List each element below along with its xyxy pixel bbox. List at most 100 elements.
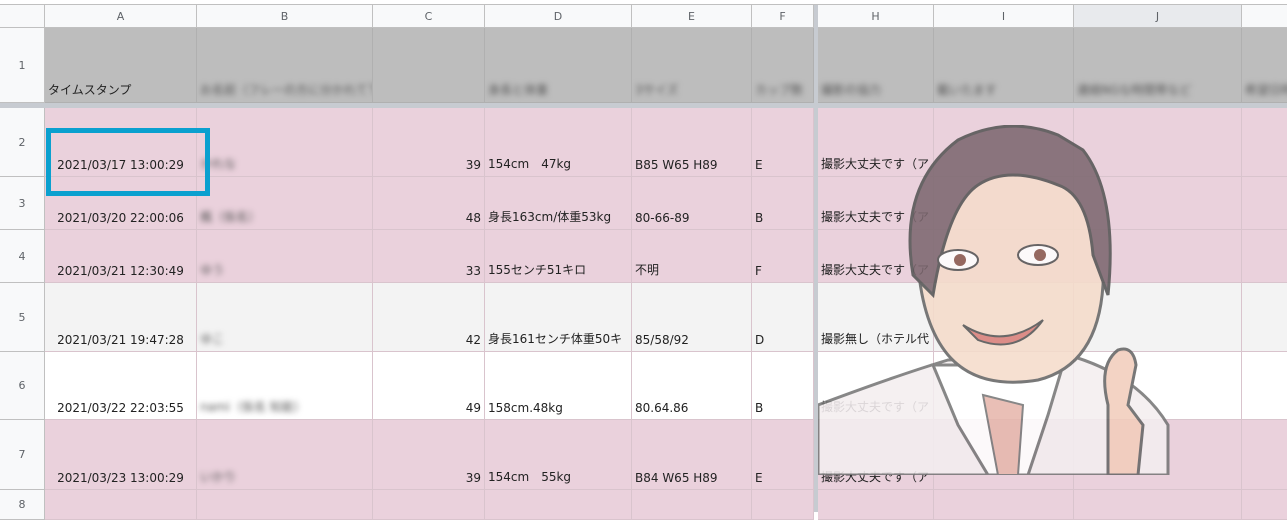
cell-d5[interactable]: 身長161センチ体重50キ [485,283,632,352]
cell-a3[interactable]: 2021/03/20 22:00:06 [45,177,197,230]
row-header-6[interactable]: 6 [0,352,45,420]
row-header-7[interactable]: 7 [0,420,45,490]
cell-a8[interactable] [45,490,197,520]
cell-k8[interactable] [1242,490,1287,520]
cell-b5[interactable]: ゆこ [197,283,373,352]
column-header-k[interactable] [1242,5,1287,28]
column-header-d[interactable]: D [485,5,632,28]
cell-c1[interactable] [373,28,485,103]
row-header-1[interactable]: 1 [0,28,45,103]
cell-h1[interactable]: 撮影の協力 [818,28,934,103]
cell-d4[interactable]: 155センチ51キロ [485,230,632,283]
cell-d1[interactable]: 身長と体重 [485,28,632,103]
cell-value: 身長161センチ体重50キ [488,332,623,346]
cell-e2[interactable]: B85 W65 H89 [632,108,752,177]
cell-e8[interactable] [632,490,752,520]
cell-d6[interactable]: 158cm.48kg [485,352,632,420]
cell-i8[interactable] [934,490,1074,520]
cell-value: 2021/03/20 22:00:06 [57,211,184,225]
cell-c5[interactable]: 42 [373,283,485,352]
cell-b6[interactable]: nami（仮名 知能） [197,352,373,420]
cell-e3[interactable]: 80-66-89 [632,177,752,230]
cell-f8[interactable] [752,490,814,520]
cell-e7[interactable]: B84 W65 H89 [632,420,752,490]
cell-c3[interactable]: 48 [373,177,485,230]
cell-f3[interactable]: B [752,177,814,230]
row-header-5[interactable]: 5 [0,283,45,352]
header-label: 身長と体重 [488,83,549,97]
cell-k6[interactable] [1242,352,1287,420]
selected-cell-outline [46,128,210,196]
cell-d2[interactable]: 154cm 47kg [485,108,632,177]
cell-d7[interactable]: 154cm 55kg [485,420,632,490]
cell-c2[interactable]: 39 [373,108,485,177]
cell-value: 155センチ51キロ [488,263,587,277]
cell-h8[interactable] [818,490,934,520]
cell-value: 80-66-89 [635,211,690,225]
cell-b3[interactable]: 楓（仮名） [197,177,373,230]
cell-a6[interactable]: 2021/03/22 22:03:55 [45,352,197,420]
cell-e4[interactable]: 不明 [632,230,752,283]
cell-c6[interactable]: 49 [373,352,485,420]
cell-value: 不明 [635,263,660,277]
row-header-2[interactable]: 2 [0,108,45,177]
cell-value: 2021/03/22 22:03:55 [57,401,184,415]
cell-f7[interactable]: E [752,420,814,490]
select-all-corner[interactable] [0,5,45,28]
column-header-c[interactable]: C [373,5,485,28]
cell-h2[interactable]: 撮影大丈夫です（ア [818,108,934,177]
header-label: カップ数 [755,83,804,97]
cell-k2[interactable] [1242,108,1287,177]
cell-e1[interactable]: 3サイズ [632,28,752,103]
cell-a1[interactable]: タイムスタンプ [45,28,197,103]
row-header-4[interactable]: 4 [0,230,45,283]
frozen-column-divider[interactable] [814,5,818,512]
cell-d8[interactable] [485,490,632,520]
row-header-8[interactable]: 8 [0,490,45,520]
cell-e5[interactable]: 85/58/92 [632,283,752,352]
cell-j1[interactable]: 連絡NGな時間帯など [1074,28,1242,103]
cell-b7[interactable]: いかり [197,420,373,490]
cell-a7[interactable]: 2021/03/23 13:00:29 [45,420,197,490]
cell-h5[interactable]: 撮影無し（ホテル代 [818,283,934,352]
column-header-j[interactable]: J [1074,5,1242,28]
cell-c8[interactable] [373,490,485,520]
cell-b8[interactable] [197,490,373,520]
cell-f6[interactable]: B [752,352,814,420]
cell-c7[interactable]: 39 [373,420,485,490]
cell-j2[interactable] [1074,108,1242,177]
cell-i1[interactable]: 載いたます [934,28,1074,103]
cell-k7[interactable] [1242,420,1287,490]
cell-k4[interactable] [1242,230,1287,283]
frozen-row-divider[interactable] [0,103,1287,108]
column-header-i[interactable]: I [934,5,1074,28]
cell-f4[interactable]: F [752,230,814,283]
cell-k5[interactable] [1242,283,1287,352]
column-header-a[interactable]: A [45,5,197,28]
cell-e6[interactable]: 80.64.86 [632,352,752,420]
cell-value: 42 [465,333,481,347]
cell-b1[interactable]: お名前（フレーの方に分かれて下部 [197,28,373,103]
cell-value: 85/58/92 [635,333,689,347]
cell-f2[interactable]: E [752,108,814,177]
cell-f1[interactable]: カップ数 [752,28,814,103]
cell-k1[interactable]: 希望日時 [1242,28,1287,103]
cell-b4[interactable]: ゆう [197,230,373,283]
cell-a4[interactable]: 2021/03/21 12:30:49 [45,230,197,283]
cell-c4[interactable]: 33 [373,230,485,283]
row-header-3[interactable]: 3 [0,177,45,230]
cell-d3[interactable]: 身長163cm/体重53kg [485,177,632,230]
cell-j8[interactable] [1074,490,1242,520]
cell-a5[interactable]: 2021/03/21 19:47:28 [45,283,197,352]
column-header-e[interactable]: E [632,5,752,28]
cell-a2[interactable]: 2021/03/17 13:00:29 [45,108,197,177]
column-header-h[interactable]: H [818,5,934,28]
column-header-b[interactable]: B [197,5,373,28]
cell-value: E [755,158,763,172]
cell-b2[interactable]: かれな [197,108,373,177]
column-header-f[interactable]: F [752,5,814,28]
cell-value: 158cm.48kg [488,401,563,415]
cell-value: 身長163cm/体重53kg [488,210,612,224]
cell-f5[interactable]: D [752,283,814,352]
cell-k3[interactable] [1242,177,1287,230]
